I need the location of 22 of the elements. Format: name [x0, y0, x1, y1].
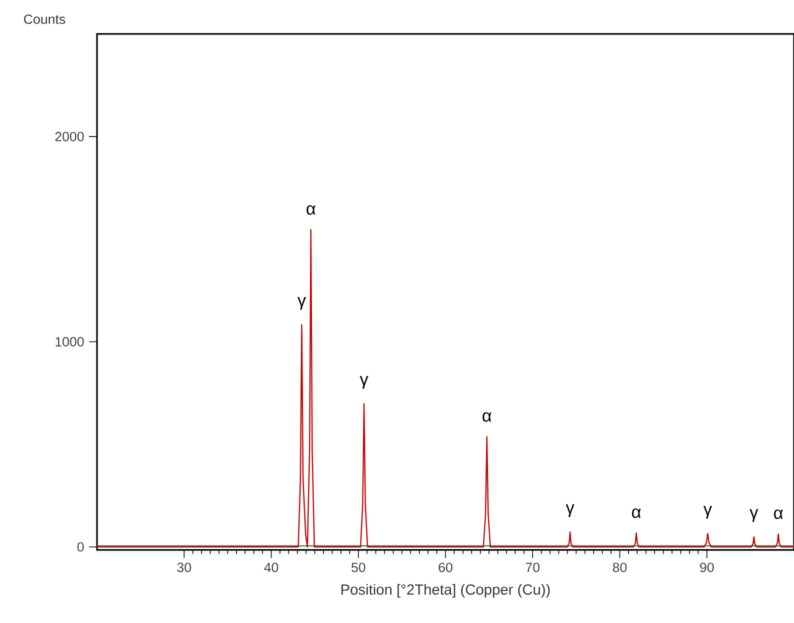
y-tick-label: 1000: [56, 337, 84, 346]
annotation: α: [632, 508, 641, 518]
y-tick-label: 2000: [55, 132, 84, 142]
x-tick-label: 50: [352, 562, 366, 572]
annotation: α: [306, 205, 316, 215]
x-tick-label: 90: [700, 562, 714, 572]
annotation: γ: [297, 297, 306, 310]
annotation: γ: [566, 504, 574, 518]
annotation: γ: [360, 376, 368, 389]
x-tick-label: 30: [177, 562, 192, 572]
x-tick-label: 70: [526, 562, 540, 572]
y-tick-label: 0: [77, 542, 84, 552]
x-tick-label: 40: [264, 562, 278, 572]
annotation: α: [774, 510, 783, 520]
annotation: γ: [703, 506, 712, 519]
line-series: [96, 229, 794, 548]
x-tick-label: 60: [438, 562, 452, 572]
y-axis-title: Counts: [24, 14, 66, 24]
annotation: α: [482, 412, 492, 422]
x-tick-label: 80: [612, 562, 627, 572]
x-axis-title: Position [°2Theta] (Copper (Cu)): [341, 584, 550, 598]
annotation: γ: [750, 509, 758, 522]
